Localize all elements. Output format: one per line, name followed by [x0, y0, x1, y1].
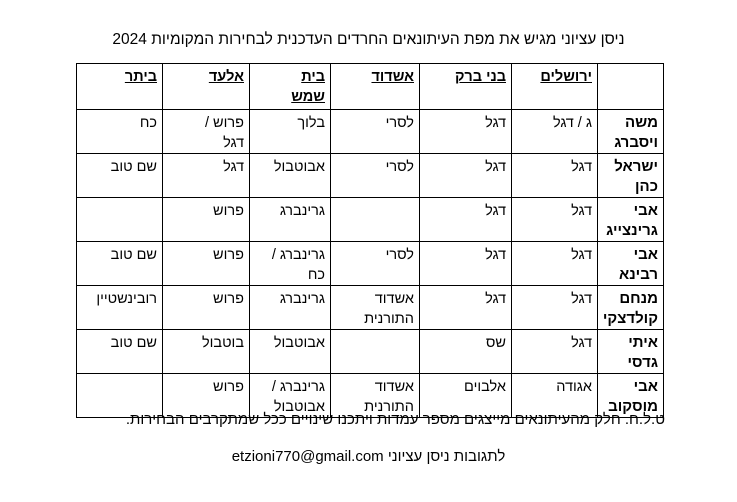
column-header: בית שמש	[249, 63, 331, 110]
table-cell: אבוטבול	[249, 329, 331, 374]
table-cell: דגל	[419, 285, 512, 330]
table-cell: לסרי	[330, 109, 420, 154]
table-header-row: ירושלים בני ברק אשדוד בית שמש אלעד ביתר	[76, 63, 664, 110]
table-cell	[330, 197, 420, 242]
table-cell: דגל	[511, 329, 598, 374]
table-cell: רובינשטיין	[76, 285, 163, 330]
table-row: איתי גדסי דגל שס אבוטבול בוטבול שם טוב	[76, 329, 664, 374]
table-cell: ג / דגל	[511, 109, 598, 154]
table-cell: דגל	[419, 197, 512, 242]
table-cell: שס	[419, 329, 512, 374]
table-cell: פרוש	[162, 241, 250, 286]
table-cell: לסרי	[330, 153, 420, 198]
table-cell: אבוטבול	[249, 153, 331, 198]
table-cell: דגל	[511, 241, 598, 286]
table-cell: גרינברג / אבוטבול	[249, 373, 331, 418]
table-cell: אשדוד התורנית	[330, 373, 420, 418]
table-cell: שם טוב	[76, 329, 163, 374]
table-cell: שם טוב	[76, 241, 163, 286]
table-cell	[76, 373, 163, 418]
header-corner	[597, 63, 664, 110]
table-cell: שם טוב	[76, 153, 163, 198]
column-header: ביתר	[76, 63, 163, 110]
table-cell: דגל	[162, 153, 250, 198]
document-title: ניסן עציוני מגיש את מפת העיתונאים החרדים…	[112, 31, 625, 48]
journalists-table: ירושלים בני ברק אשדוד בית שמש אלעד ביתר משה ו…	[76, 63, 664, 418]
journalist-name: אבי מוסקוב	[597, 373, 664, 418]
column-header: בני ברק	[419, 63, 512, 110]
table-cell: דגל	[511, 285, 598, 330]
journalist-name: אבי רבינא	[597, 241, 664, 286]
journalist-name: משה ויסברג	[597, 109, 664, 154]
journalist-name: אבי גרינצייג	[597, 197, 664, 242]
column-header: אלעד	[162, 63, 250, 110]
table-cell: גרינברג / כח	[249, 241, 331, 286]
table-cell: לסרי	[330, 241, 420, 286]
table-cell: דגל	[419, 241, 512, 286]
table-cell: אלבוים	[419, 373, 512, 418]
column-header: אשדוד	[330, 63, 420, 110]
journalist-name: איתי גדסי	[597, 329, 664, 374]
table-cell: גרינברג	[249, 285, 331, 330]
table-row: אבי רבינא דגל דגל לסרי גרינברג / כח פרוש שם טו…	[76, 241, 664, 286]
table-cell: דגל	[511, 197, 598, 242]
table-cell: בוטבול	[162, 329, 250, 374]
table-cell: דגל	[419, 153, 512, 198]
contact-line: לתגובות ניסן עציוני etzioni770@gmail.com	[231, 448, 506, 465]
table-cell: דגל	[511, 153, 598, 198]
table-cell: גרינברג	[249, 197, 331, 242]
table-cell: פרוש	[162, 285, 250, 330]
table-cell	[330, 329, 420, 374]
table-cell: דגל	[419, 109, 512, 154]
table-row: מנחם קולדצקי דגל דגל אשדוד התורנית גרינברג פר…	[76, 285, 664, 330]
journalist-name: ישראל כהן	[597, 153, 664, 198]
table-cell: אשדוד התורנית	[330, 285, 420, 330]
journalist-name: מנחם קולדצקי	[597, 285, 664, 330]
table-cell: אגודה	[511, 373, 598, 418]
table-cell: פרוש / דגל	[162, 109, 250, 154]
table-cell: בלוך	[249, 109, 331, 154]
table-row: ישראל כהן דגל דגל לסרי אבוטבול דגל שם טוב	[76, 153, 664, 198]
column-header: ירושלים	[511, 63, 598, 110]
table-row: אבי מוסקוב אגודה אלבוים אשדוד התורנית גרינבר…	[76, 373, 664, 418]
table-cell	[76, 197, 163, 242]
table-cell: פרוש	[162, 373, 250, 418]
table-row: משה ויסברג ג / דגל דגל לסרי בלוך פרוש / דגל כח	[76, 109, 664, 154]
table-cell: פרוש	[162, 197, 250, 242]
footnote: ט.ל.ח. חלק מהעיתונאים מייצגים מספר עמדות…	[125, 411, 665, 428]
table-row: אבי גרינצייג דגל דגל גרינברג פרוש	[76, 197, 664, 242]
table-cell: כח	[76, 109, 163, 154]
